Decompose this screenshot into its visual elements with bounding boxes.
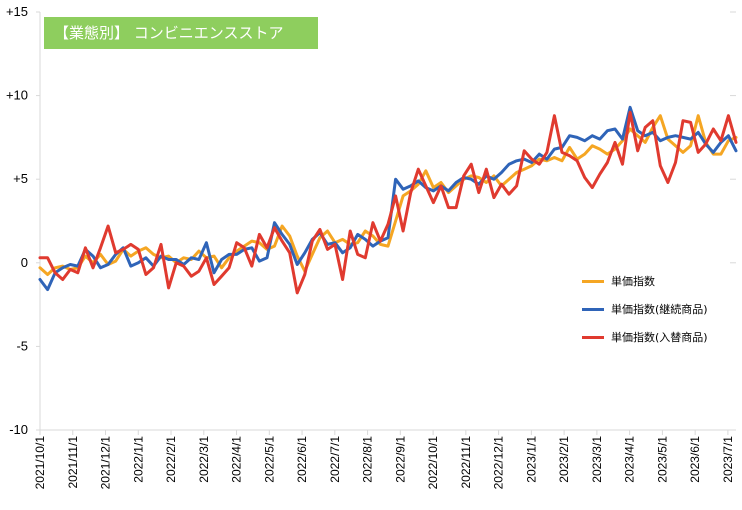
x-tick-label: 2021/12/1	[99, 436, 113, 490]
x-tick-label: 2023/1/1	[524, 436, 538, 483]
legend-item-continuing: 単価指数(継続商品)	[582, 300, 708, 318]
legend-swatch	[582, 307, 604, 311]
x-tick-label: 2022/10/1	[426, 436, 440, 490]
x-tick-label: 2022/3/1	[197, 436, 211, 483]
chart-title: 【業態別】 コンビニエンスストア	[44, 17, 318, 49]
legend-item-replaced: 単価指数(入替商品)	[582, 328, 708, 346]
x-tick-label: 2022/9/1	[393, 436, 407, 483]
x-tick-label: 2023/3/1	[590, 436, 604, 483]
legend-label: 単価指数(継続商品)	[611, 303, 708, 316]
x-tick-label: 2021/11/1	[66, 436, 80, 489]
y-tick-label: 0	[21, 255, 28, 270]
y-tick-label: +10	[6, 88, 28, 103]
legend-swatch	[582, 335, 604, 339]
x-tick-label: 2022/6/1	[295, 436, 309, 483]
x-tick-label: 2022/8/1	[361, 436, 375, 483]
y-tick-label: +5	[13, 171, 28, 186]
series-line-0	[38, 114, 738, 276]
y-tick-label: -5	[16, 338, 28, 353]
x-tick-label: 2022/12/1	[492, 436, 506, 490]
x-tick-label: 2021/10/1	[33, 436, 47, 490]
x-tick-label: 2023/7/1	[721, 436, 735, 483]
legend-swatch	[582, 279, 604, 283]
x-tick-label: 2022/7/1	[328, 436, 342, 483]
x-axis: 2021/10/1 2021/11/1 2021/12/1 2022/1/1 2022/…	[33, 429, 736, 490]
x-tick-label: 2022/11/1	[459, 436, 473, 489]
legend-item-unit-price: 単価指数	[582, 272, 655, 290]
series-line-2	[38, 110, 738, 295]
x-tick-label: 2022/1/1	[131, 436, 145, 483]
x-tick-label: 2022/5/1	[262, 436, 276, 483]
x-tick-label: 2023/2/1	[557, 436, 571, 483]
y-axis: +15 +10 +5 0 -5 -10	[6, 4, 736, 437]
x-tick-label: 2023/5/1	[655, 436, 669, 483]
legend: 単価指数 単価指数(継続商品) 単価指数(入替商品)	[582, 270, 742, 352]
series-layer	[38, 105, 738, 295]
y-tick-label: +15	[6, 4, 28, 19]
legend-label: 単価指数	[611, 275, 655, 288]
series-line-1	[38, 105, 738, 292]
legend-label: 単価指数(入替商品)	[611, 331, 708, 344]
x-tick-label: 2023/6/1	[688, 436, 702, 483]
x-tick-label: 2022/4/1	[230, 436, 244, 483]
y-tick-label: -10	[9, 422, 28, 437]
x-tick-label: 2023/4/1	[623, 436, 637, 483]
x-tick-label: 2022/2/1	[164, 436, 178, 483]
